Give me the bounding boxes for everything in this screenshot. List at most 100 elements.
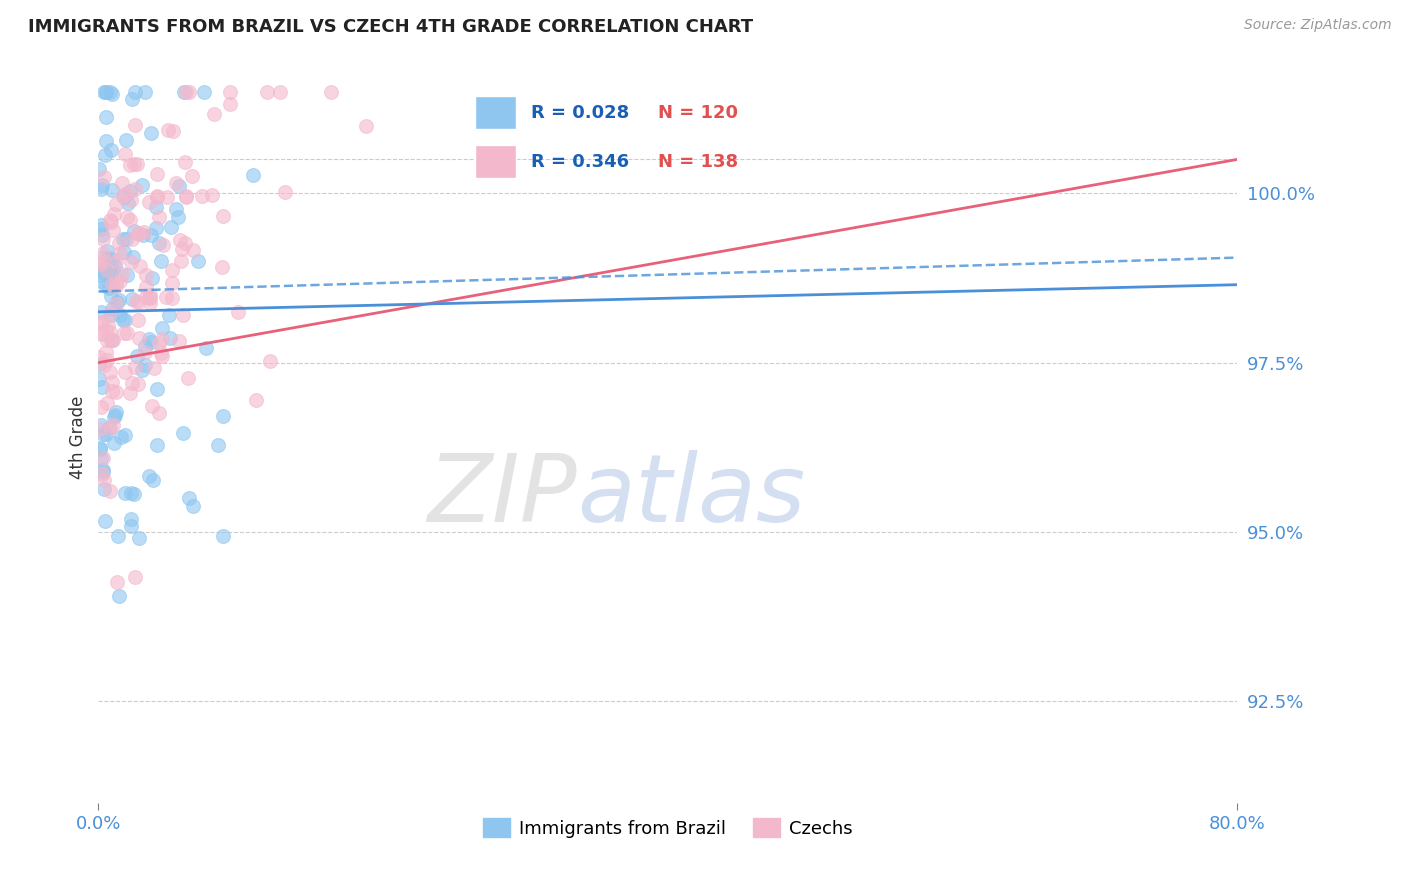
Point — [96, 318, 118, 332]
Point — [187, 254, 209, 268]
Point — [211, 260, 233, 274]
Point — [146, 383, 169, 397]
Legend: Immigrants from Brazil, Czechs: Immigrants from Brazil, Czechs — [475, 811, 860, 845]
Point — [193, 85, 215, 99]
Point — [122, 251, 145, 265]
Point — [96, 323, 118, 337]
Point — [167, 178, 190, 193]
Point — [150, 349, 173, 363]
Point — [114, 485, 136, 500]
Point — [150, 253, 173, 268]
Point — [132, 228, 155, 243]
Point — [105, 384, 128, 399]
Point — [101, 384, 124, 399]
Point — [150, 346, 173, 360]
Point — [148, 406, 170, 420]
Point — [146, 188, 169, 202]
Point — [274, 185, 297, 199]
Point — [174, 190, 197, 204]
Point — [150, 332, 173, 346]
Point — [121, 293, 143, 307]
Point — [103, 206, 125, 220]
Point — [114, 313, 136, 327]
Point — [93, 266, 115, 280]
Point — [120, 193, 142, 207]
Point — [96, 352, 118, 367]
Point — [89, 357, 111, 371]
Point — [93, 169, 115, 184]
Point — [148, 210, 170, 224]
Point — [135, 279, 157, 293]
Point — [112, 326, 135, 340]
Point — [100, 301, 122, 316]
Point — [93, 253, 115, 268]
Point — [159, 331, 181, 345]
Point — [124, 182, 146, 196]
Point — [117, 195, 139, 210]
Point — [90, 315, 112, 329]
Point — [141, 271, 163, 285]
Point — [105, 197, 128, 211]
Point — [93, 85, 115, 99]
Point — [134, 344, 156, 359]
Point — [319, 85, 342, 99]
Point — [169, 233, 191, 247]
Point — [131, 178, 153, 192]
Point — [91, 465, 114, 479]
Point — [107, 589, 129, 603]
Point — [91, 467, 114, 481]
Point — [104, 408, 127, 422]
Point — [101, 87, 124, 102]
Point — [101, 262, 124, 277]
Point — [90, 450, 112, 465]
Point — [162, 124, 184, 138]
Point — [179, 491, 201, 505]
Point — [100, 333, 122, 347]
Point — [120, 184, 142, 198]
Point — [172, 308, 194, 322]
Point — [127, 227, 149, 241]
Point — [245, 393, 267, 408]
Point — [100, 289, 122, 303]
Point — [124, 118, 146, 132]
Point — [96, 333, 118, 347]
Point — [156, 190, 179, 204]
Point — [183, 243, 205, 257]
Point — [101, 278, 124, 293]
Point — [134, 358, 156, 372]
Point — [96, 396, 118, 410]
Point — [103, 410, 125, 425]
Point — [111, 267, 134, 281]
Point — [104, 405, 127, 419]
Point — [207, 437, 229, 451]
Point — [91, 246, 114, 260]
Point — [138, 332, 160, 346]
Point — [94, 514, 117, 528]
Point — [226, 304, 249, 318]
Point — [89, 251, 111, 265]
Point — [219, 96, 242, 111]
Point — [114, 146, 136, 161]
Point — [91, 316, 114, 330]
Point — [108, 293, 131, 307]
Text: IMMIGRANTS FROM BRAZIL VS CZECH 4TH GRADE CORRELATION CHART: IMMIGRANTS FROM BRAZIL VS CZECH 4TH GRAD… — [28, 18, 754, 36]
Point — [143, 360, 166, 375]
Point — [128, 331, 150, 345]
Point — [118, 158, 141, 172]
Point — [100, 183, 122, 197]
Point — [212, 409, 235, 423]
Point — [101, 376, 124, 390]
Point — [105, 254, 128, 268]
Point — [90, 227, 112, 242]
Point — [134, 339, 156, 353]
Point — [138, 469, 160, 483]
Point — [114, 428, 136, 442]
Point — [124, 294, 146, 309]
Point — [145, 221, 167, 235]
Point — [90, 304, 112, 318]
Point — [96, 244, 118, 259]
Point — [100, 215, 122, 229]
Point — [120, 512, 142, 526]
Point — [134, 225, 156, 239]
Point — [97, 251, 120, 265]
